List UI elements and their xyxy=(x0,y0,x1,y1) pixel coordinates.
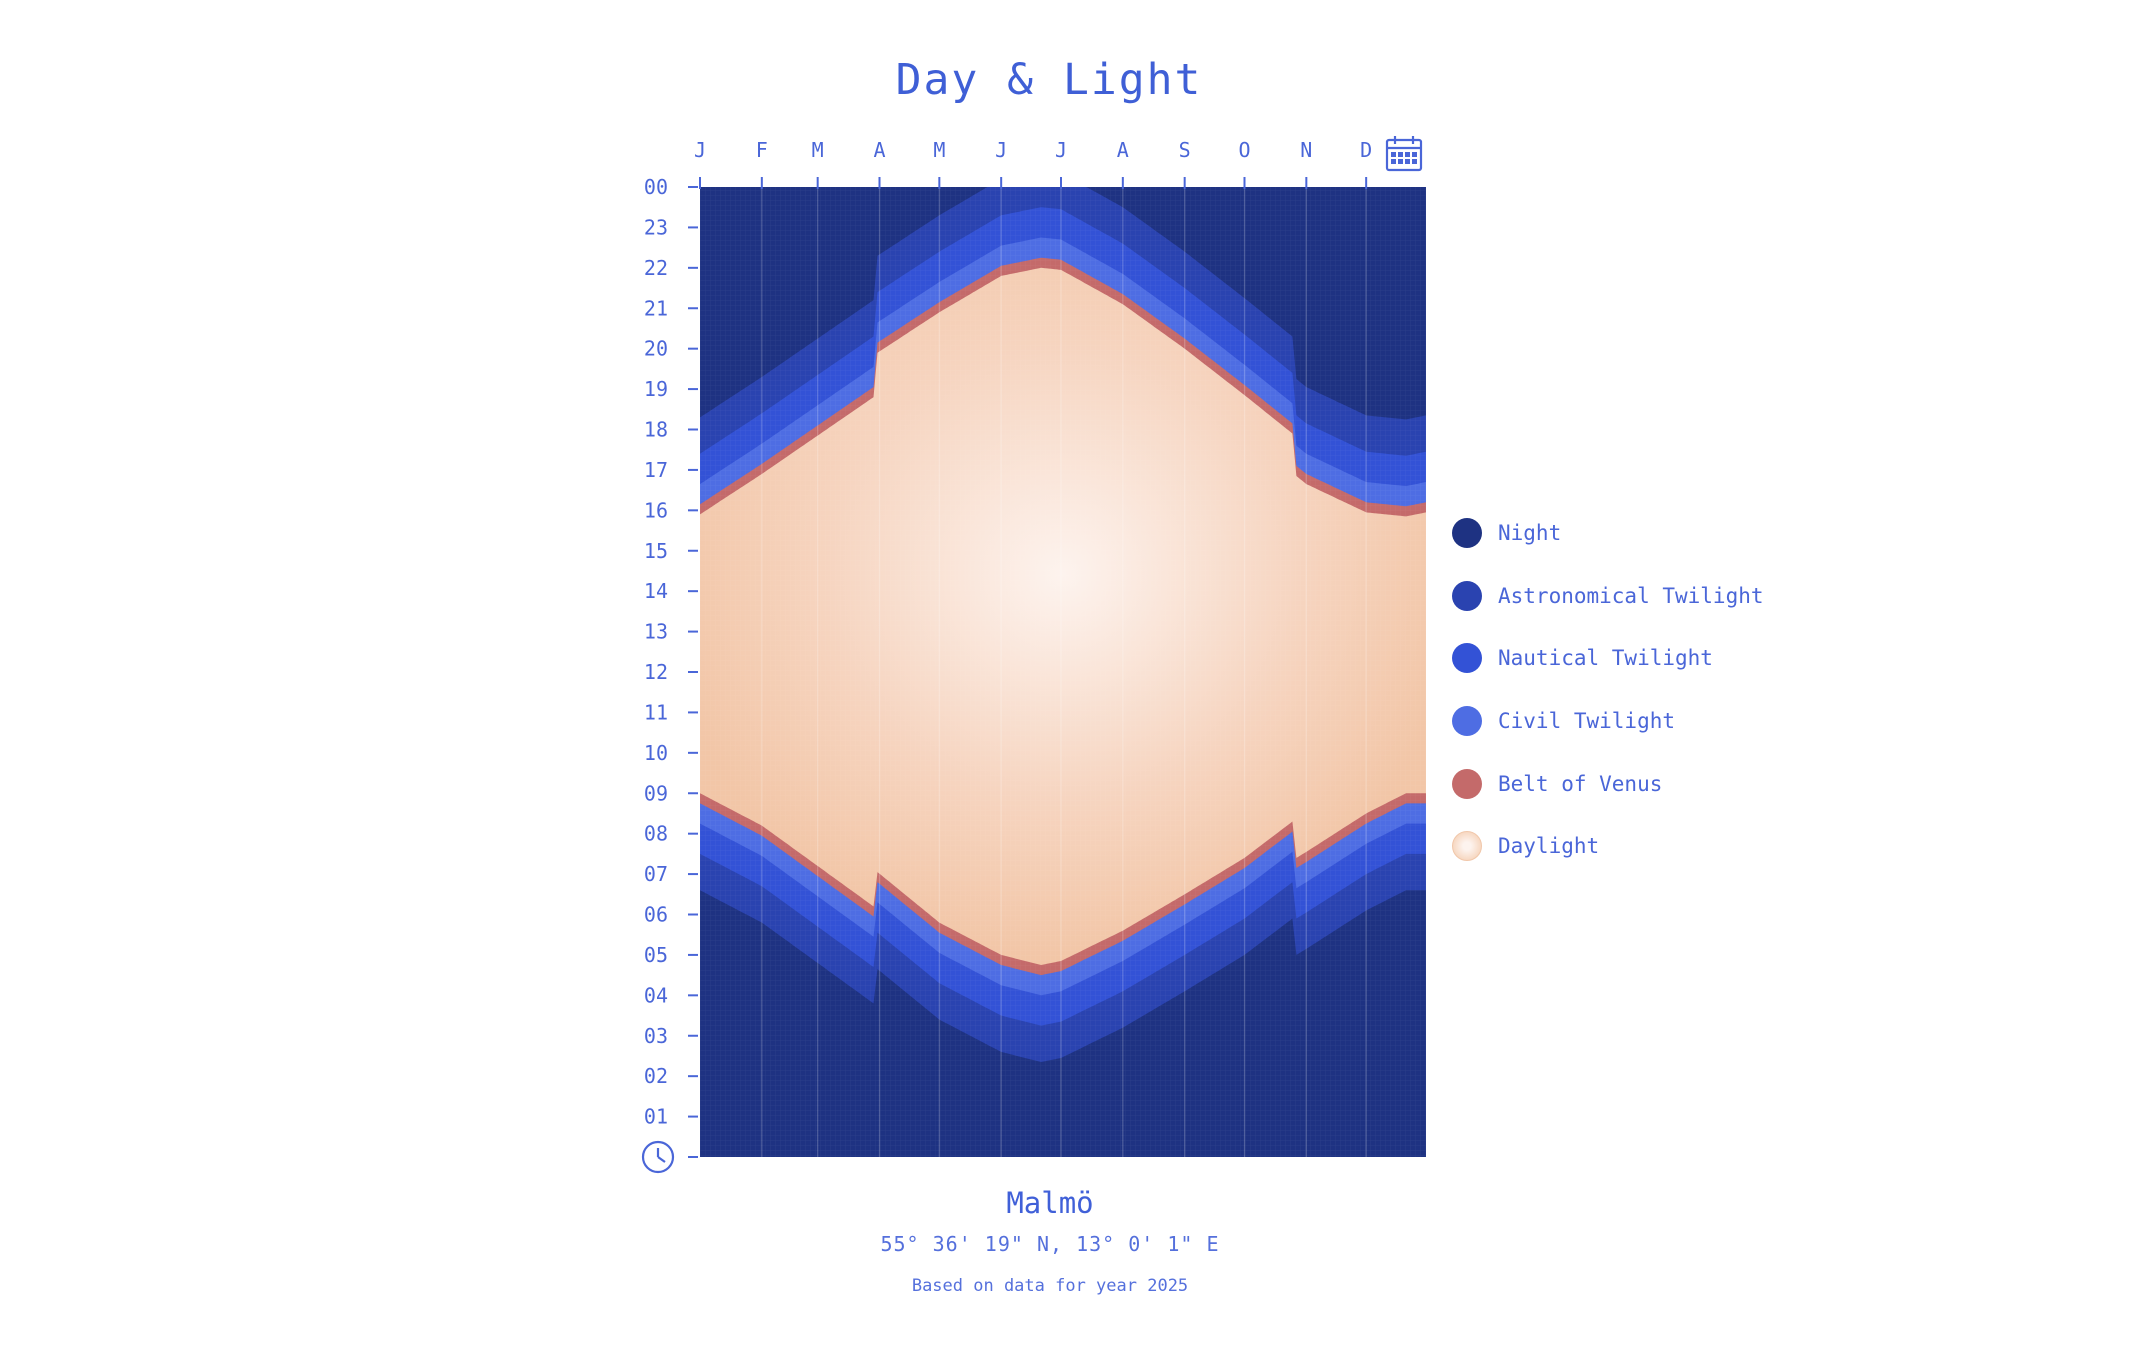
y-tick-label: 21 xyxy=(644,296,668,320)
y-tick-label: 23 xyxy=(644,215,668,239)
x-tick-label: O xyxy=(1238,138,1250,162)
y-tick-label: 03 xyxy=(644,1024,668,1048)
x-tick-label: J xyxy=(995,138,1007,162)
y-tick-label: 15 xyxy=(644,539,668,563)
y-tick-label: 13 xyxy=(644,620,668,644)
y-tick-label: 07 xyxy=(644,862,668,886)
legend-swatch xyxy=(1452,580,1482,611)
y-tick-label: 12 xyxy=(644,660,668,684)
y-tick-label: 05 xyxy=(644,943,668,967)
x-tick-label: J xyxy=(1055,138,1067,162)
legend-label: Civil Twilight xyxy=(1498,709,1676,734)
legend-label: Astronomical Twilight xyxy=(1498,583,1764,608)
y-tick-label: 19 xyxy=(644,377,668,401)
legend-swatch xyxy=(1452,768,1482,799)
y-tick-label: 18 xyxy=(644,418,668,442)
x-tick-label: M xyxy=(812,138,824,162)
y-tick-label: 08 xyxy=(644,822,668,846)
legend-swatch xyxy=(1452,831,1482,862)
clock-icon xyxy=(641,1140,675,1174)
y-tick-label: 20 xyxy=(644,337,668,361)
legend-label: Nautical Twilight xyxy=(1498,646,1713,671)
y-tick-label: 01 xyxy=(644,1105,668,1129)
legend-item-daylight: Daylight xyxy=(1452,815,1764,878)
plot-texture xyxy=(700,187,1426,1157)
x-tick-label: N xyxy=(1300,138,1312,162)
legend-swatch xyxy=(1452,706,1482,737)
data-year-note: Based on data for year 2025 xyxy=(911,1276,1189,1296)
legend-swatch xyxy=(1452,643,1482,674)
legend-label: Night xyxy=(1498,521,1562,546)
y-tick-label: 22 xyxy=(644,256,668,280)
y-tick-label: 10 xyxy=(644,741,668,765)
x-tick-label: S xyxy=(1179,138,1191,162)
legend-item-civil-twilight: Civil Twilight xyxy=(1452,690,1764,753)
y-tick-label: 06 xyxy=(644,903,668,927)
legend-label: Daylight xyxy=(1498,834,1600,859)
x-tick-label: M xyxy=(933,138,945,162)
x-tick-label: A xyxy=(1117,138,1129,162)
y-tick-label: 02 xyxy=(644,1064,668,1088)
legend-item-astronomical-twilight: Astronomical Twilight xyxy=(1452,565,1764,628)
x-tick-label: D xyxy=(1360,138,1372,162)
y-tick-label: 04 xyxy=(644,983,668,1007)
legend-item-night: Night xyxy=(1452,502,1764,565)
x-tick-label: J xyxy=(694,138,706,162)
location-city: Malmö xyxy=(1006,1186,1094,1220)
y-tick-label: 14 xyxy=(644,579,668,603)
x-tick-label: F xyxy=(756,138,768,162)
chart-title: Day & Light xyxy=(895,55,1203,105)
legend: Night Astronomical Twilight Nautical Twi… xyxy=(1452,502,1764,878)
y-tick-label: 17 xyxy=(644,458,668,482)
legend-item-belt-of-venus: Belt of Venus xyxy=(1452,752,1764,815)
legend-label: Belt of Venus xyxy=(1498,771,1663,796)
legend-item-nautical-twilight: Nautical Twilight xyxy=(1452,627,1764,690)
location-coordinates: 55° 36' 19" N, 13° 0' 1" E xyxy=(880,1232,1220,1256)
x-tick-label: A xyxy=(873,138,885,162)
y-tick-label: 11 xyxy=(644,700,668,724)
calendar-icon xyxy=(1385,136,1423,172)
y-tick-label: 09 xyxy=(644,781,668,805)
y-tick-label: 16 xyxy=(644,498,668,522)
y-tick-label: 00 xyxy=(644,175,668,199)
legend-swatch xyxy=(1452,518,1482,549)
